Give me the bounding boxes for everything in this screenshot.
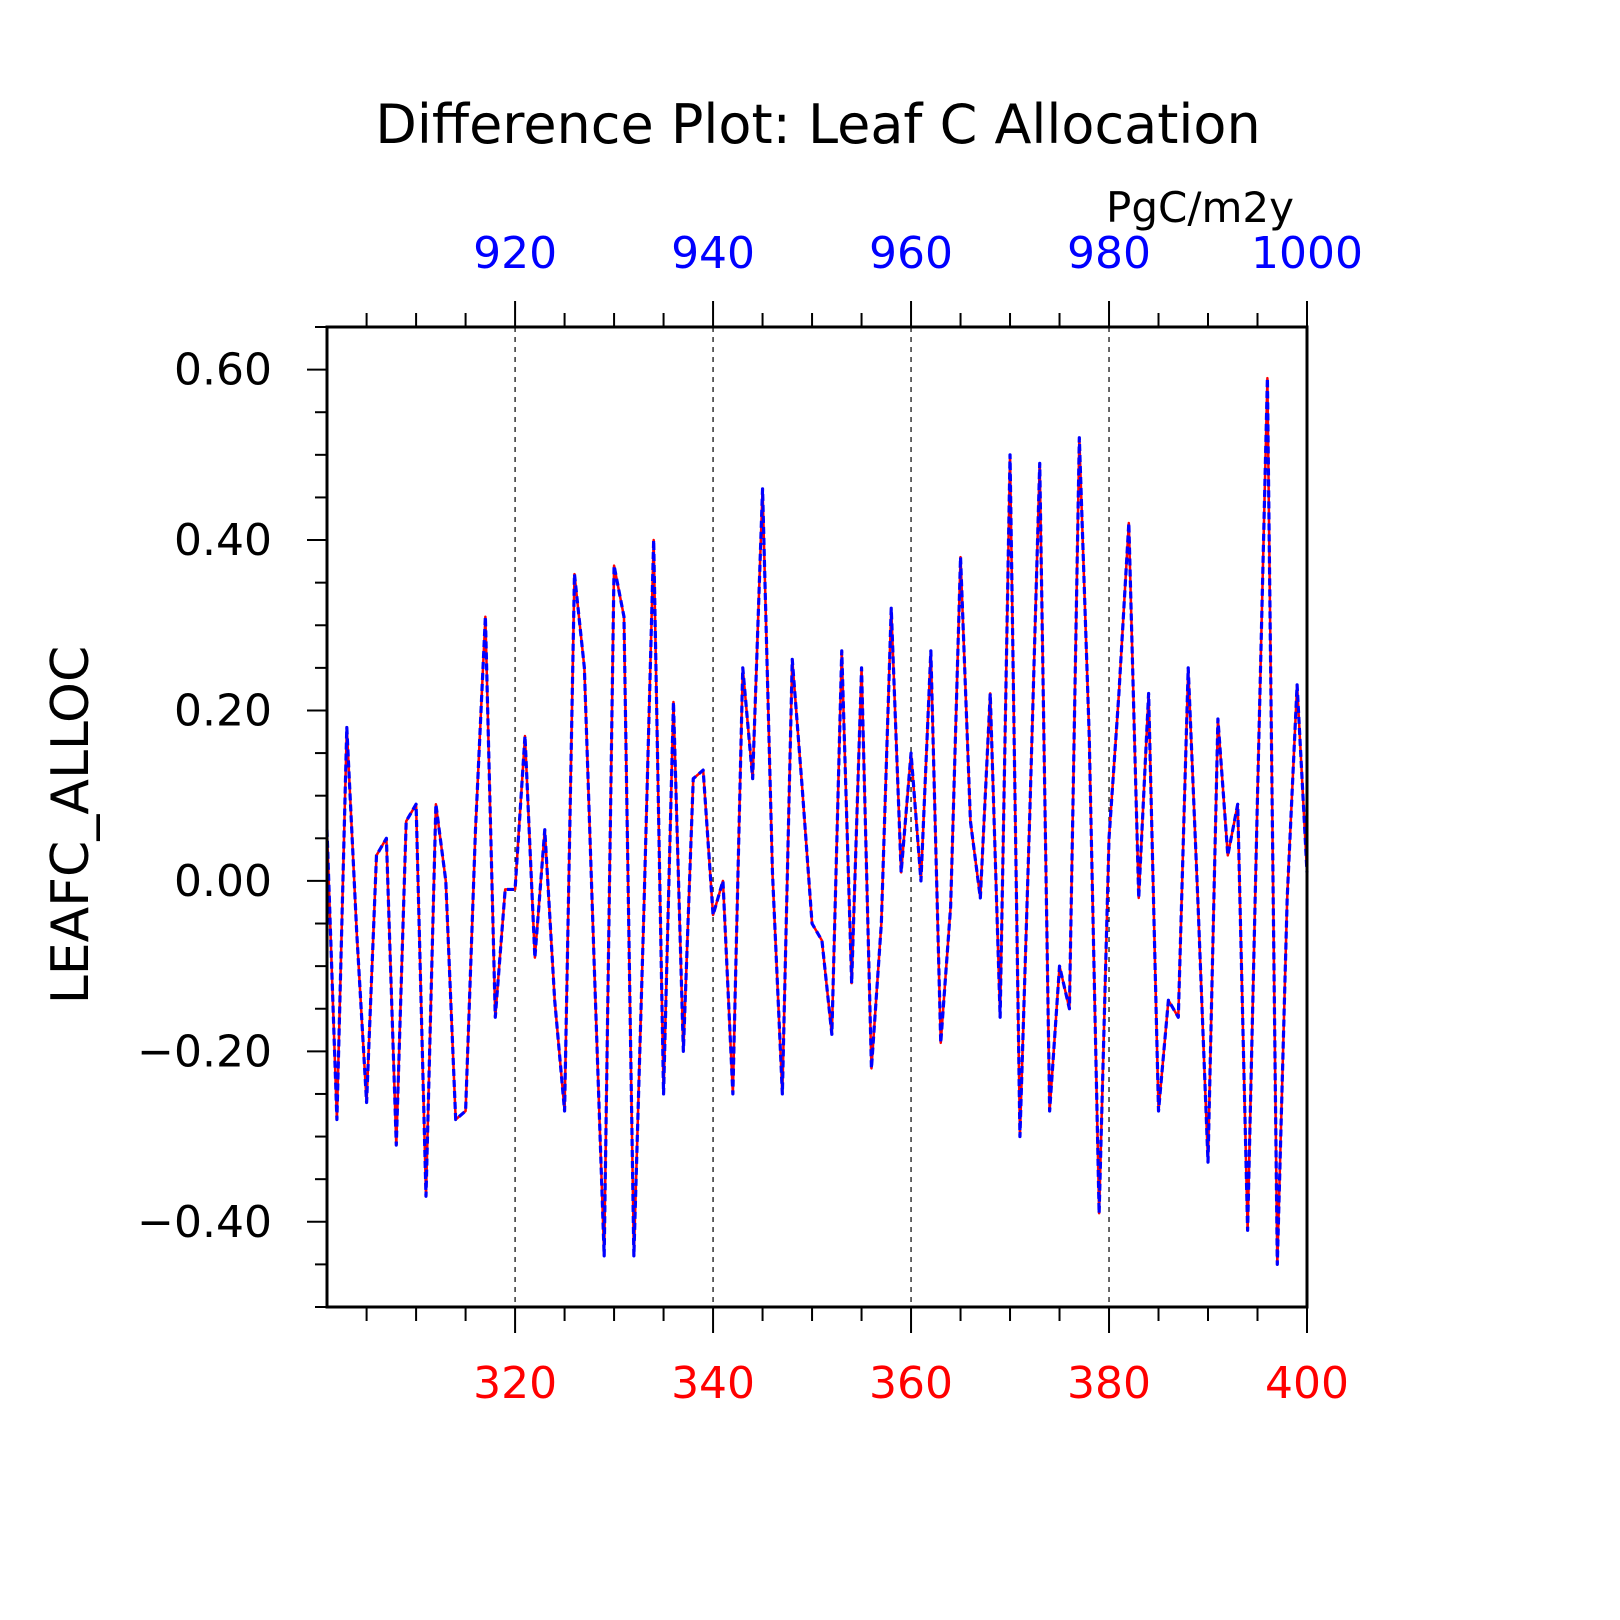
y-tick-label: −0.20: [137, 1026, 272, 1077]
series-layer: [325, 376, 1309, 1266]
series-line-red: [325, 376, 1309, 1266]
y-tick-label: 0.60: [174, 345, 272, 396]
axes: 0.60 0.40 0.20 0.00 −0.20 −0.40 920 940 960 980 10…: [137, 228, 1363, 1409]
series-line-blue: [325, 376, 1309, 1266]
top-tick-label: 920: [473, 228, 557, 279]
top-tick-label: 960: [869, 228, 953, 279]
y-axis-label: LEAFC_ALLOC: [41, 646, 101, 1005]
top-tick-label: 980: [1067, 228, 1151, 279]
bottom-tick-label: 400: [1265, 1358, 1349, 1409]
vertical-gridlines: [514, 327, 1110, 1307]
top-tick-label: 940: [671, 228, 755, 279]
chart-title: Difference Plot: Leaf C Allocation: [375, 93, 1260, 156]
top-tick-label: 1000: [1251, 228, 1363, 279]
plot-frame: [325, 325, 1309, 1309]
y-tick-label: −0.40: [137, 1197, 272, 1248]
bottom-tick-label: 380: [1067, 1358, 1151, 1409]
bottom-tick-label: 360: [869, 1358, 953, 1409]
bottom-tick-label: 320: [473, 1358, 557, 1409]
y-tick-label: 0.20: [174, 685, 272, 736]
y-tick-label: 0.40: [174, 515, 272, 566]
bottom-tick-label: 340: [671, 1358, 755, 1409]
units-label: PgC/m2y: [1106, 183, 1294, 232]
y-tick-label: 0.00: [174, 856, 272, 907]
